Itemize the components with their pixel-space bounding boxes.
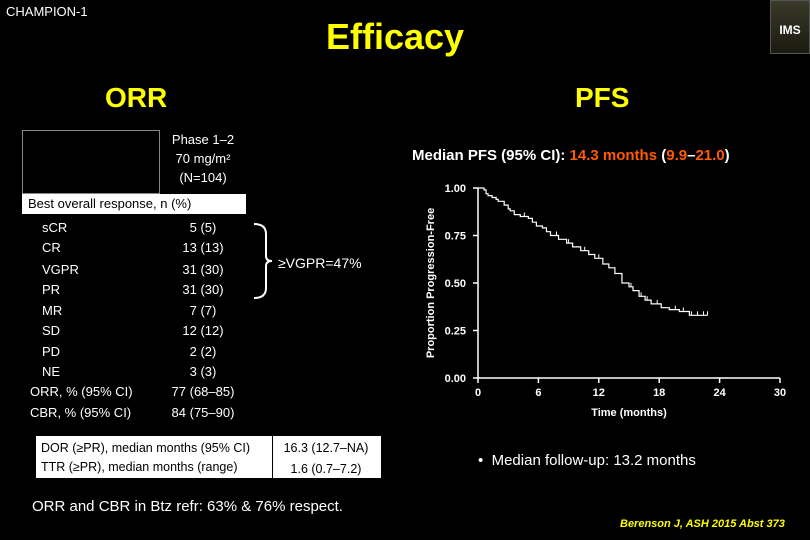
table-corner [22, 130, 160, 194]
followup-note: • Median follow-up: 13.2 months [478, 452, 696, 469]
row-value: 12 (12) [182, 323, 224, 338]
y-tick-label: 0.75 [445, 231, 466, 243]
vgpr-bracket [253, 223, 273, 299]
summary-value: 77 (68–85) [171, 384, 235, 399]
duration-label: DOR (≥PR), median months (95% CI) [41, 441, 250, 455]
column-header: Phase 1–2 70 mg/m² (N=104) [160, 130, 246, 194]
pfs-ci-low: 9.9 [666, 147, 688, 164]
pfs-title-prefix: Median PFS (95% CI): [412, 147, 570, 164]
row-label: PR [42, 282, 61, 297]
row-value: 31 (30) [182, 282, 224, 297]
row-value: 31 (30) [182, 262, 224, 277]
km-curve [478, 187, 708, 316]
citation: Berenson J, ASH 2015 Abst 373 [620, 518, 785, 530]
bullet-icon: • [478, 452, 492, 469]
followup-text: Median follow-up: 13.2 months [491, 452, 696, 469]
row-label: SD [42, 323, 61, 338]
row-label: VGPR [42, 262, 79, 277]
y-tick-label: 0.50 [445, 278, 466, 290]
summary-value: 84 (75–90) [171, 405, 235, 420]
vgpr-label: ≥VGPR=47% [278, 255, 362, 271]
row-value: 7 (7) [189, 303, 217, 318]
x-tick-label: 12 [593, 387, 605, 399]
study-tag: CHAMPION-1 [6, 4, 88, 19]
summary-label: CBR, % (95% CI) [30, 405, 132, 420]
page-title: Efficacy [325, 16, 465, 57]
summary-label: ORR, % (95% CI) [30, 384, 133, 399]
orr-heading: ORR [105, 82, 168, 113]
row-label: CR [42, 240, 61, 255]
duration-value: 1.6 (0.7–7.2) [290, 462, 362, 476]
row-value: 5 (5) [189, 220, 217, 235]
footnote: ORR and CBR in Btz refr: 63% & 76% respe… [32, 498, 343, 515]
x-tick-label: 24 [713, 387, 726, 399]
x-tick-label: 0 [475, 387, 481, 399]
duration-label: TTR (≥PR), median months (range) [41, 460, 238, 474]
pfs-chart: 0.00 0.25 0.50 0.75 1.00 0 6 12 18 24 30 Time (mont… [425, 183, 786, 419]
pfs-ci-open: ( [657, 147, 667, 164]
column-header-line: (N=104) [179, 170, 227, 185]
y-tick-label: 0.00 [445, 373, 466, 385]
row-label: sCR [42, 220, 68, 235]
pfs-heading: PFS [575, 82, 630, 113]
x-tick-label: 6 [535, 387, 541, 399]
y-axis-label: Proportion Progression-Free [425, 208, 437, 358]
row-label: NE [42, 364, 61, 379]
row-value: 2 (2) [189, 344, 217, 359]
orr-table: Phase 1–2 70 mg/m² (N=104) Best overall … [22, 130, 246, 424]
column-header-line: Phase 1–2 [171, 132, 235, 147]
row-value: 3 (3) [189, 364, 217, 379]
x-tick-label: 18 [653, 387, 665, 399]
row-value: 13 (13) [182, 240, 224, 255]
pfs-ci-close: ) [724, 147, 730, 164]
row-label: PD [42, 344, 61, 359]
pfs-ci-dash: – [687, 147, 696, 164]
duration-value: 16.3 (12.7–NA) [283, 441, 369, 455]
y-tick-label: 0.25 [445, 326, 466, 338]
x-tick-label: 30 [774, 387, 786, 399]
row-label: MR [42, 303, 63, 318]
pfs-ci-high: 21.0 [695, 147, 725, 164]
x-axis-label: Time (months) [591, 407, 667, 419]
pfs-chart-title: Median PFS (95% CI): 14.3 months (9.9–21… [412, 147, 730, 164]
y-tick-label: 1.00 [445, 183, 466, 195]
section-label: Best overall response, n (%) [22, 194, 246, 214]
duration-box: DOR (≥PR), median months (95% CI) 16.3 (… [36, 436, 381, 478]
column-header-line: 70 mg/m² [175, 151, 231, 166]
pfs-median-value: 14.3 months [569, 147, 658, 164]
ims-logo: IMS [770, 0, 810, 54]
